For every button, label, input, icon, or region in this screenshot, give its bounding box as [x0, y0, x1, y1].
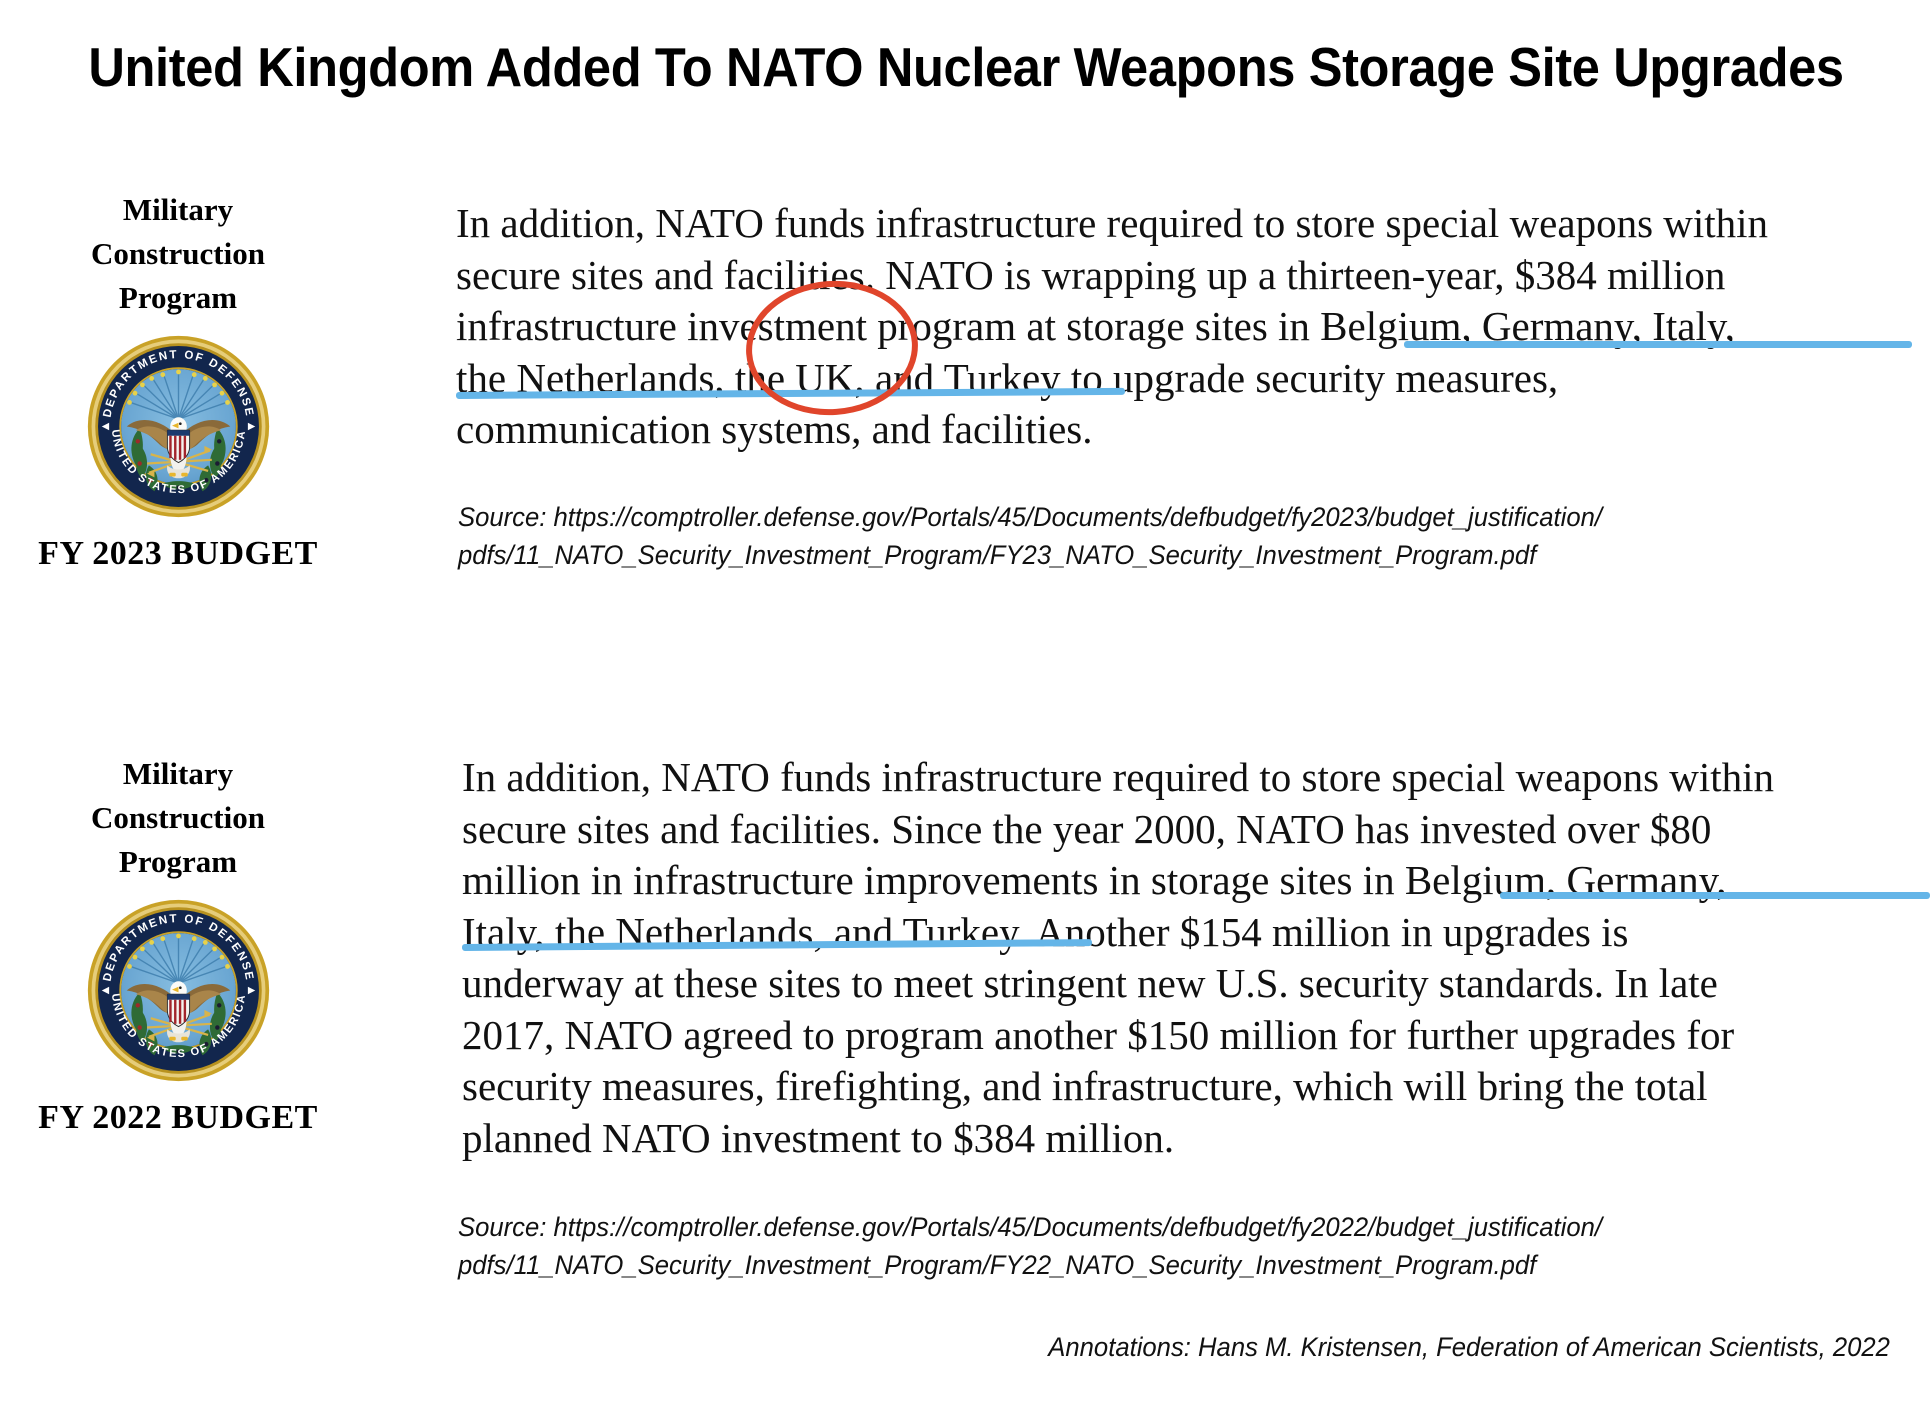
paragraph-line: security measures, firefighting, and inf…	[462, 1063, 1708, 1109]
highlight-underline-belgium-italy	[1404, 341, 1912, 348]
source-line: Source: https://comptroller.defense.gov/…	[458, 502, 1603, 532]
highlight-underline-belgium-germany	[1500, 892, 1930, 899]
page-title: United Kingdom Added To NATO Nuclear Wea…	[88, 36, 1844, 98]
dod-seal-icon: DEPARTMENT OF DEFENSE UNITED STATES OF A…	[86, 334, 271, 519]
paragraph-line: communication systems, and facilities.	[456, 406, 1093, 452]
paragraph-line: planned NATO investment to $384 million.	[462, 1114, 1175, 1161]
program-heading-line-3: Program	[118, 280, 238, 315]
source-line: Source: https://comptroller.defense.gov/…	[458, 1212, 1603, 1242]
paragraph-line: 2017, NATO agreed to program another $15…	[462, 1011, 1735, 1058]
fy2023-program-heading: Military Construction Program	[0, 188, 358, 320]
program-heading-line-1: Military	[122, 192, 234, 227]
fy2022-program-heading: Military Construction Program	[0, 752, 358, 884]
program-heading-line-1: Military	[122, 756, 234, 791]
paragraph-line: secure sites and facilities. Since the y…	[462, 805, 1712, 852]
program-heading-line-2: Construction	[91, 236, 265, 271]
paragraph-line: underway at these sites to meet stringen…	[462, 960, 1718, 1006]
fy2022-budget-label: FY 2022 BUDGET	[38, 1099, 318, 1136]
source-line: pdfs/11_NATO_Security_Investment_Program…	[458, 540, 1537, 570]
program-heading-line-2: Construction	[91, 800, 265, 835]
fy2023-paragraph: In addition, NATO funds infrastructure r…	[456, 198, 1916, 456]
fy2022-left-column: Military Construction Program	[0, 752, 358, 1137]
dod-seal-icon: DEPARTMENT OF DEFENSE UNITED STATES OF A…	[86, 898, 271, 1083]
annotation-credit: Annotations: Hans M. Kristensen, Federat…	[1048, 1332, 1890, 1362]
paragraph-line: secure sites and facilities. NATO is wra…	[456, 251, 1726, 298]
paragraph-line: Italy, the Netherlands, and Turkey. Anot…	[462, 908, 1629, 955]
fy2023-budget-label: FY 2023 BUDGET	[38, 535, 318, 572]
fy2023-source: Source: https://comptroller.defense.gov/…	[458, 498, 1864, 574]
fy2023-left-column: Military Construction Program	[0, 188, 358, 573]
program-heading-line-3: Program	[118, 844, 238, 879]
fy2022-source: Source: https://comptroller.defense.gov/…	[458, 1208, 1864, 1284]
paragraph-line: In addition, NATO funds infrastructure r…	[462, 754, 1775, 800]
fy2022-paragraph: In addition, NATO funds infrastructure r…	[462, 752, 1932, 1164]
paragraph-line: In addition, NATO funds infrastructure r…	[456, 200, 1769, 246]
source-line: pdfs/11_NATO_Security_Investment_Program…	[458, 1250, 1537, 1280]
